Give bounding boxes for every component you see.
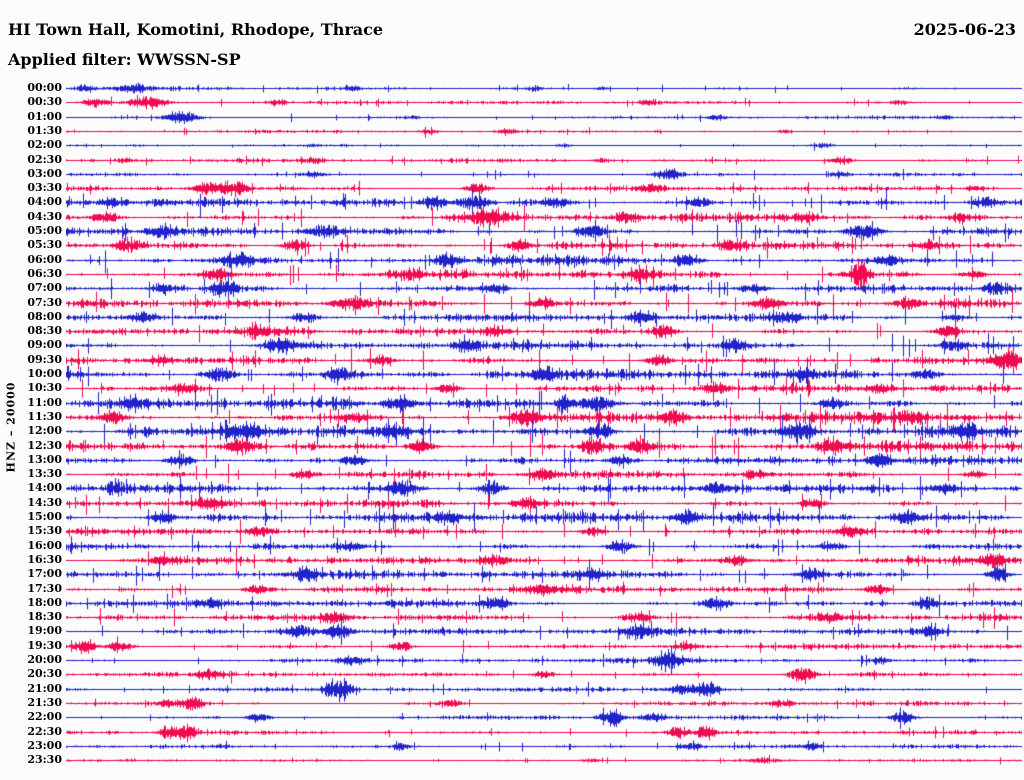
- record-date: 2025-06-23: [913, 20, 1016, 39]
- row-time-label: 03:30: [27, 181, 62, 195]
- row-time-label: 01:00: [27, 109, 62, 123]
- row-time-label: 17:30: [27, 581, 62, 595]
- station-title: HI Town Hall, Komotini, Rhodope, Thrace: [8, 20, 384, 39]
- applied-filter-label: Applied filter: WWSSN-SP: [8, 50, 241, 69]
- row-time-label: 09:00: [27, 338, 62, 352]
- row-time-label: 05:30: [27, 238, 62, 252]
- row-time-label: 18:00: [27, 595, 62, 609]
- row-time-label: 13:00: [27, 452, 62, 466]
- row-time-label: 20:30: [27, 667, 62, 681]
- row-time-label: 06:30: [27, 266, 62, 280]
- row-time-label: 15:30: [27, 524, 62, 538]
- row-time-label: 16:30: [27, 552, 62, 566]
- row-time-label: 00:00: [27, 81, 62, 94]
- row-time-label: 11:30: [27, 409, 62, 423]
- row-time-label: 10:00: [27, 367, 62, 380]
- row-time-label: 22:30: [27, 724, 62, 738]
- row-time-label: 04:00: [27, 195, 62, 209]
- row-time-label: 17:00: [27, 567, 62, 581]
- row-time-label: 11:00: [27, 395, 62, 409]
- row-time-label: 19:30: [27, 638, 62, 652]
- row-time-label: 06:00: [27, 252, 62, 266]
- row-time-label: 21:00: [27, 681, 62, 695]
- row-time-label: 14:00: [27, 481, 62, 495]
- row-time-label: 00:30: [27, 95, 62, 109]
- row-time-label: 07:00: [27, 281, 62, 295]
- row-time-label: 02:00: [27, 138, 62, 152]
- row-time-label: 12:30: [27, 438, 62, 452]
- row-time-label: 14:30: [27, 495, 62, 509]
- row-time-label: 05:00: [27, 224, 62, 237]
- row-time-label: 19:00: [27, 624, 62, 638]
- row-time-label: 22:00: [27, 710, 62, 724]
- row-time-label: 21:30: [27, 695, 62, 709]
- row-time-label: 01:30: [27, 123, 62, 137]
- helicorder-canvas: [66, 78, 1022, 778]
- row-time-label: 23:30: [27, 753, 62, 767]
- row-time-label: 20:00: [27, 653, 62, 666]
- header: HI Town Hall, Komotini, Rhodope, Thrace …: [8, 20, 1016, 39]
- row-time-label: 15:00: [27, 510, 62, 523]
- row-time-label: 23:00: [27, 738, 62, 752]
- row-time-label: 18:30: [27, 610, 62, 624]
- row-time-label: 07:30: [27, 295, 62, 309]
- row-time-label: 08:30: [27, 324, 62, 338]
- row-time-label: 09:30: [27, 352, 62, 366]
- row-time-label: 13:30: [27, 467, 62, 481]
- time-label-column: 00:00 00:30 01:00 01:30 02:00 02:30 03:00 03:30…: [0, 0, 64, 780]
- row-time-label: 08:00: [27, 309, 62, 323]
- row-time-label: 16:00: [27, 538, 62, 552]
- row-time-label: 03:00: [27, 166, 62, 180]
- row-time-label: 12:00: [27, 424, 62, 438]
- row-time-label: 04:30: [27, 209, 62, 223]
- row-time-label: 10:30: [27, 381, 62, 395]
- row-time-label: 02:30: [27, 152, 62, 166]
